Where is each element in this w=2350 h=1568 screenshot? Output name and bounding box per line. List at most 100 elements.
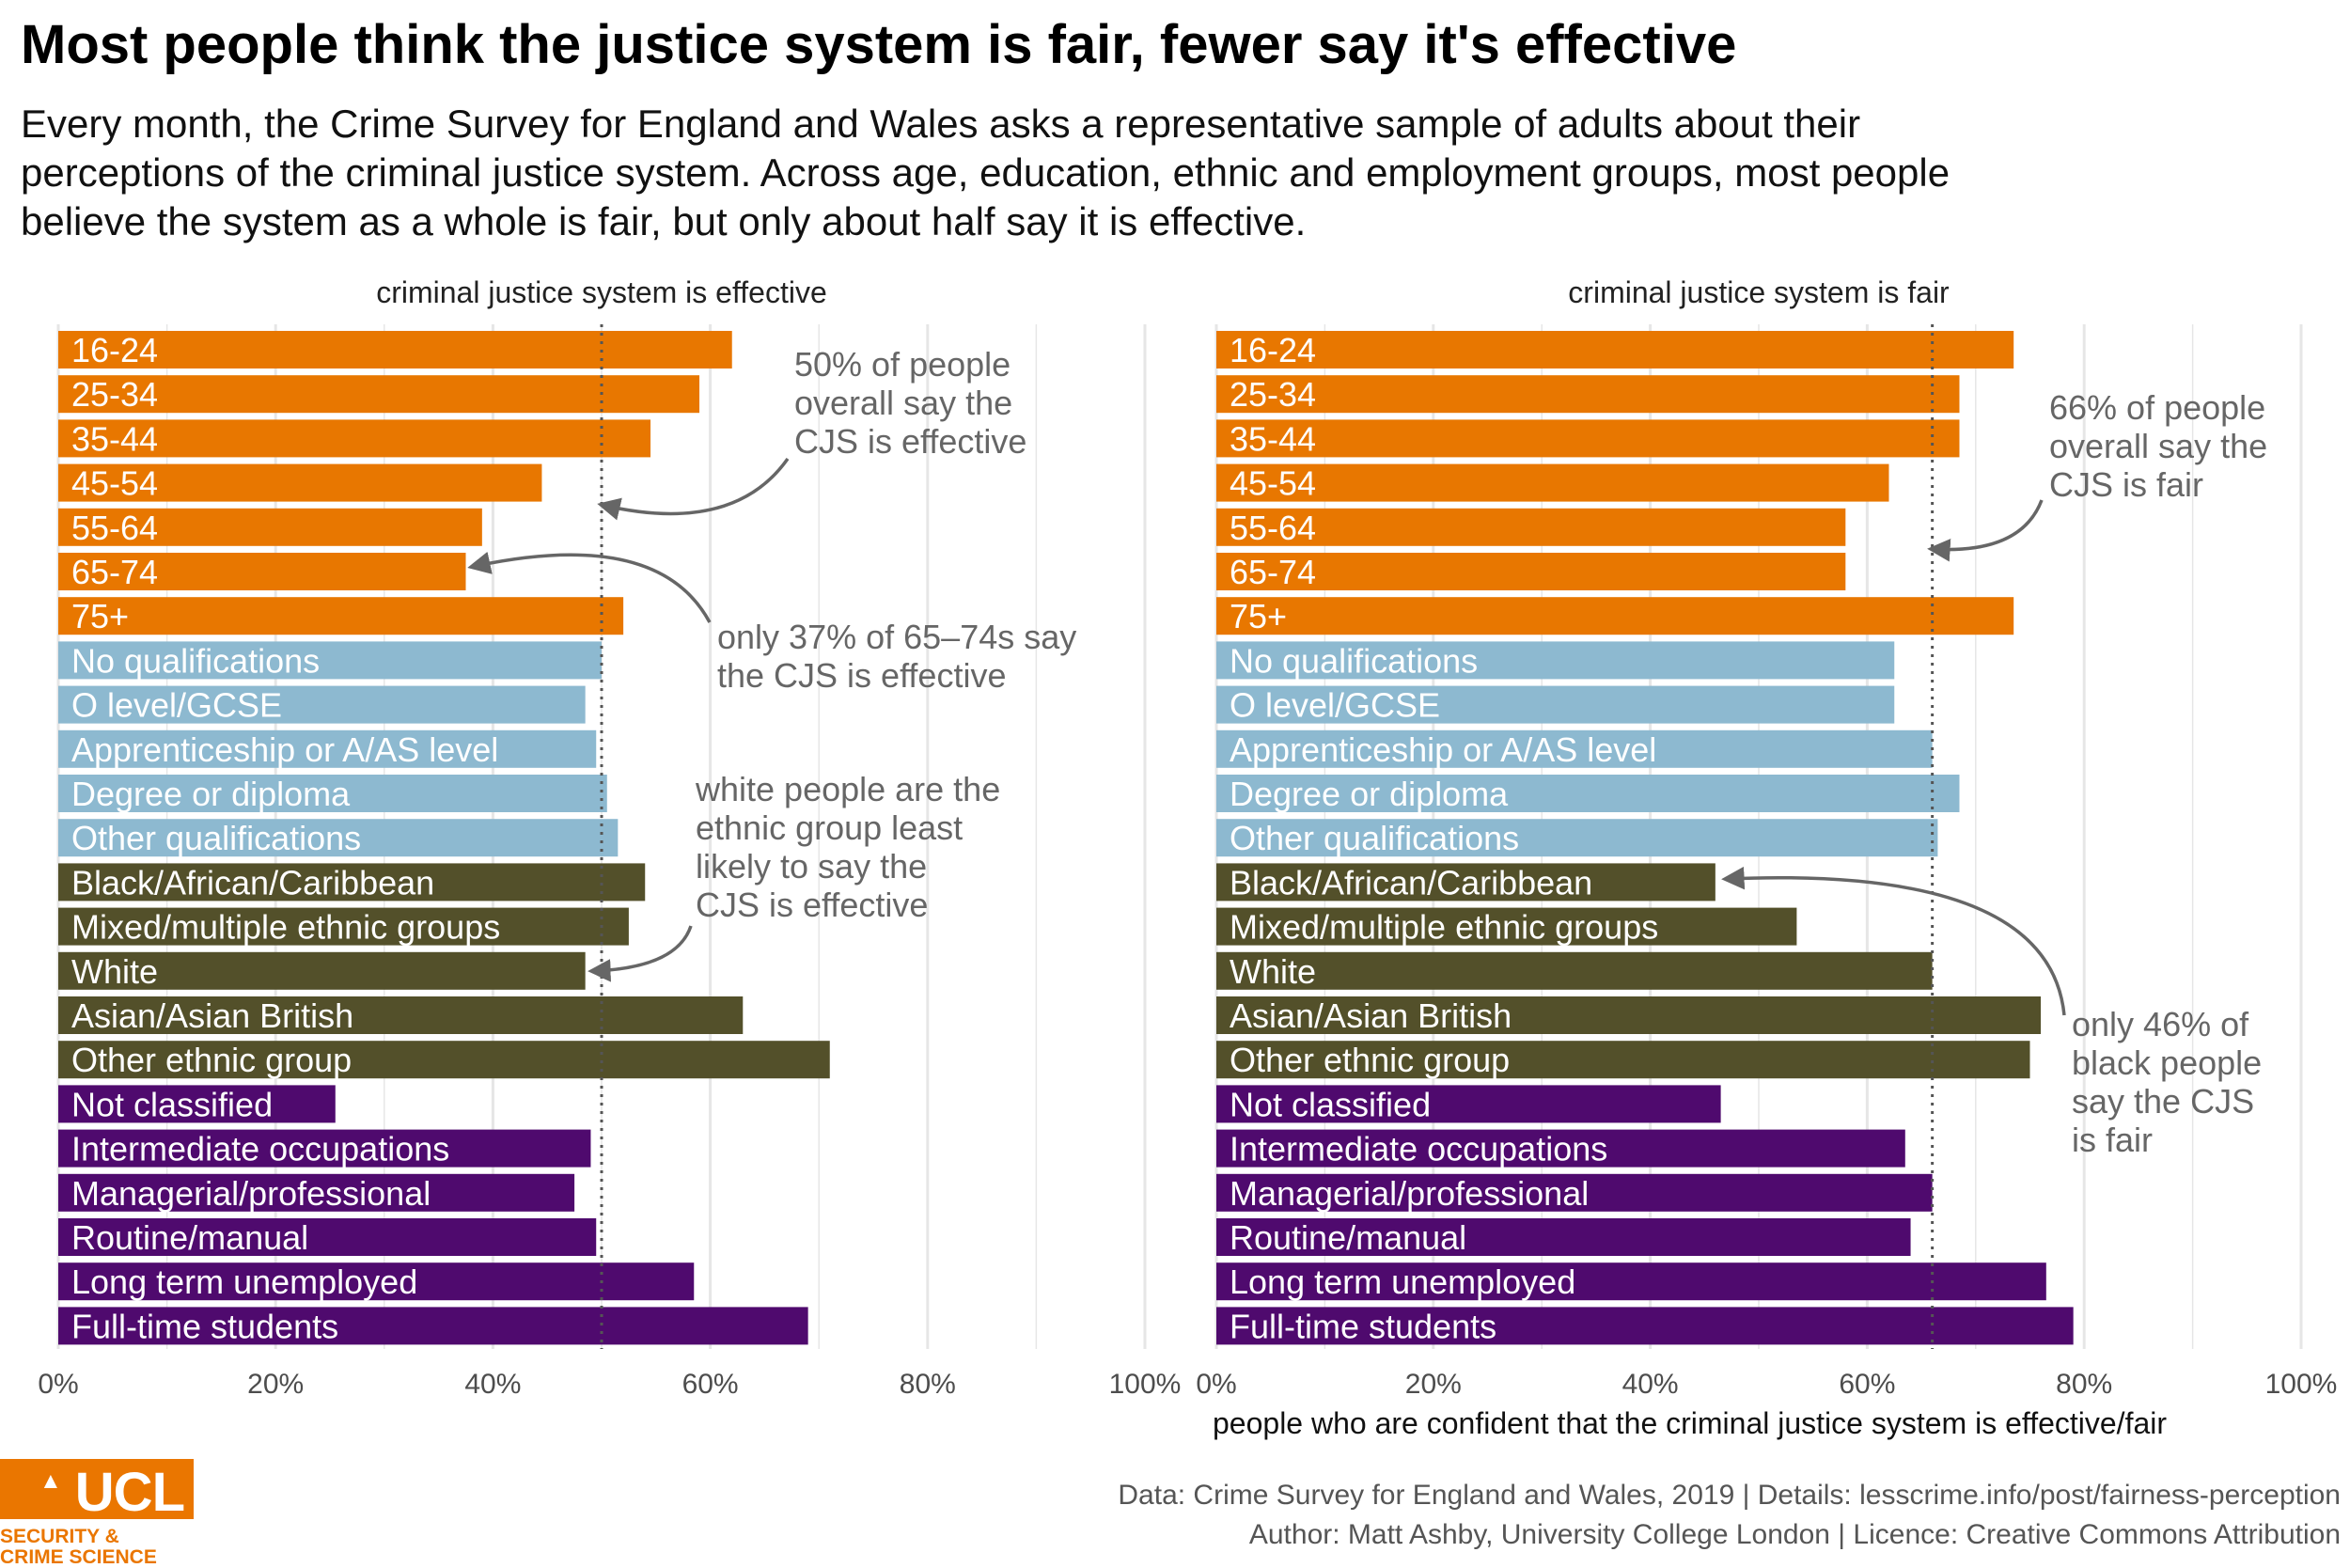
bar-label: Not classified: [71, 1085, 273, 1123]
bar-label: No qualifications: [71, 641, 320, 680]
annotation-arrow: [1721, 866, 2066, 1016]
bar-label: Asian/Asian British: [71, 996, 353, 1035]
bar-label: O level/GCSE: [71, 686, 282, 725]
x-tick-label: 80%: [900, 1369, 956, 1400]
bar: [1216, 819, 1938, 857]
caption-line-1: Data: Crime Survey for England and Wales…: [1118, 1480, 2341, 1511]
bar: [1216, 996, 2042, 1034]
bar: [58, 508, 482, 546]
bar-label: Other qualifications: [71, 819, 361, 857]
ucl-logo-subtitle: SECURITY & CRIME SCIENCE: [0, 1527, 194, 1568]
ucl-logo-box: ▲ UCL: [0, 1459, 194, 1523]
bar: [1216, 375, 1960, 414]
bar: [1216, 641, 1895, 680]
x-tick-label: 20%: [1405, 1369, 1462, 1400]
x-tick-label: 20%: [247, 1369, 304, 1400]
bar: [58, 375, 700, 414]
annotation-line: overall say the: [2049, 427, 2267, 465]
bar: [1216, 1218, 1911, 1256]
bar-label: White: [1230, 952, 1316, 991]
bar-label: 16-24: [1230, 331, 1316, 369]
bar: [58, 641, 602, 680]
annotation-arrow: [467, 551, 712, 623]
bar-label: White: [71, 952, 158, 991]
annotation-arrow: [597, 457, 790, 521]
annotation-line: 50% of people: [794, 345, 1010, 384]
bar: [58, 463, 542, 502]
bar: [58, 1173, 575, 1212]
annotation-line: CJS is effective: [794, 422, 1026, 461]
bar-label: 55-64: [1230, 509, 1316, 547]
bar: [58, 1041, 830, 1079]
ucl-logo-subtitle-line-1: SECURITY &: [0, 1526, 119, 1547]
chart-title: Most people think the justice system is …: [21, 14, 1737, 75]
bar: [58, 1085, 336, 1123]
annotation-text: only 37% of 65–74s say the CJS is effecti…: [717, 618, 1076, 695]
bar-label: 16-24: [71, 331, 158, 369]
bar-label: 35-44: [1230, 419, 1316, 458]
annotation-line: ethnic group least: [696, 808, 963, 847]
panel-title-effective: criminal justice system is effective: [376, 275, 827, 309]
bar-label: Asian/Asian British: [1230, 996, 1512, 1035]
bar-label: No qualifications: [1230, 641, 1478, 680]
annotation-line: overall say the: [794, 384, 1012, 422]
bar-label: 65-74: [1230, 553, 1316, 591]
x-tick-label: 60%: [682, 1369, 739, 1400]
chart-subtitle: Every month, the Crime Survey for Englan…: [21, 102, 1950, 243]
x-tick-label: 40%: [1622, 1369, 1679, 1400]
bar: [58, 1307, 808, 1345]
bar: [1216, 463, 1889, 502]
bar: [58, 729, 597, 768]
bar: [1216, 1041, 2030, 1079]
bar-label: Long term unemployed: [1230, 1262, 1575, 1301]
bar: [1216, 553, 1846, 590]
bar: [1216, 419, 1960, 458]
bar: [58, 331, 732, 368]
annotation-line: white people are the: [695, 770, 1000, 808]
annotation-line: CJS is effective: [696, 886, 928, 924]
panel-effective: 16-24 25-34 35-44 45-54 55-64 65-74 75+ No qual…: [38, 324, 1181, 1400]
annotation-arrow: [1927, 499, 2044, 562]
annotation-line: CJS is fair: [2049, 465, 2203, 504]
bar: [1216, 863, 1716, 902]
ucl-logo-text: UCL: [74, 1462, 185, 1523]
annotation-text: white people are the ethnic group least li…: [695, 770, 1000, 924]
bar-label: Apprenticeship or A/AS level: [1230, 730, 1656, 769]
bar-label: 25-34: [71, 375, 158, 414]
bar-label: 75+: [1230, 597, 1287, 635]
bar-label: Routine/manual: [71, 1218, 308, 1257]
caption: Data: Crime Survey for England and Wales…: [1118, 1476, 2341, 1555]
x-tick-label: 60%: [1839, 1369, 1895, 1400]
bar-label: Intermediate occupations: [1230, 1130, 1607, 1168]
caption-line-2: Author: Matt Ashby, University College L…: [1248, 1519, 2341, 1550]
annotation-text: only 46% of black people say the CJS is fai…: [2072, 1005, 2262, 1159]
bar-label: Intermediate occupations: [71, 1130, 449, 1168]
bar-label: Long term unemployed: [71, 1262, 417, 1301]
bar: [1216, 907, 1797, 946]
annotation-line: say the CJS: [2072, 1082, 2254, 1121]
bar: [1216, 729, 1933, 768]
annotation-line: only 46% of: [2072, 1005, 2249, 1043]
bar-label: Degree or diploma: [71, 775, 351, 813]
bar: [58, 1262, 695, 1301]
annotation-line: black people: [2072, 1043, 2262, 1082]
ucl-portico-icon: ▲: [39, 1468, 62, 1494]
bar: [58, 951, 586, 990]
bar: [58, 419, 651, 458]
annotation-arrow: [588, 925, 693, 982]
bar: [58, 597, 624, 635]
bar-label: Other ethnic group: [1230, 1041, 1510, 1079]
x-tick-label: 40%: [464, 1369, 521, 1400]
bar: [1216, 775, 1960, 812]
annotation-line: is fair: [2072, 1121, 2153, 1159]
bar-label: Not classified: [1230, 1085, 1431, 1123]
x-tick-label: 100%: [2265, 1369, 2338, 1400]
annotation-line: 66% of people: [2049, 388, 2265, 427]
panel-title-fair: criminal justice system is fair: [1568, 275, 1950, 309]
bar-label: Other qualifications: [1230, 819, 1519, 857]
bar: [58, 863, 646, 902]
bar-label: Full-time students: [1230, 1307, 1496, 1345]
bar-label: Routine/manual: [1230, 1218, 1466, 1257]
ucl-logo-subtitle-line-2: CRIME SCIENCE: [0, 1546, 157, 1568]
